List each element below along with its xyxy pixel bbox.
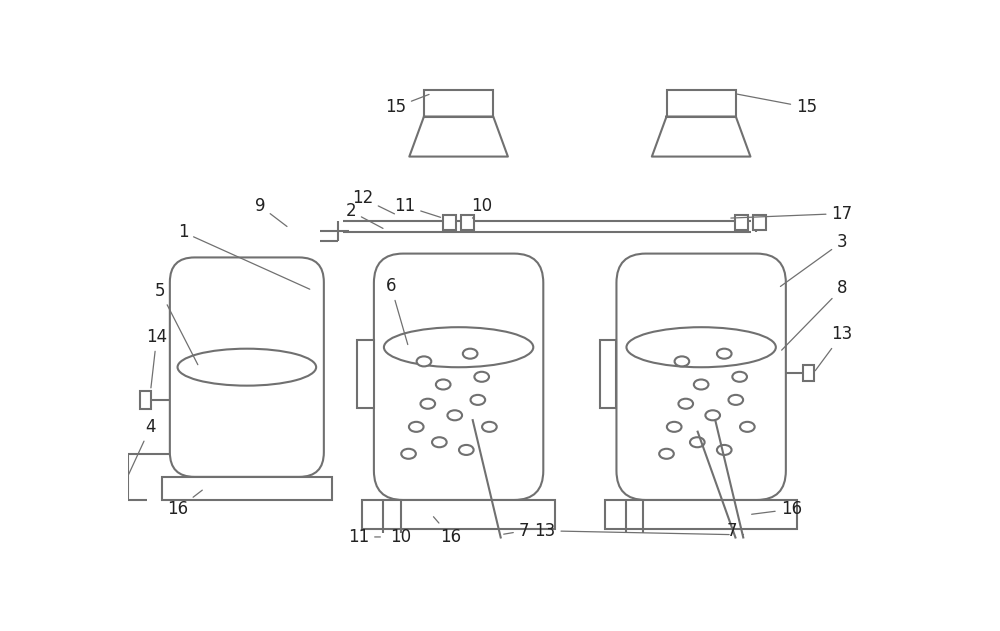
Text: 12: 12 (352, 189, 395, 214)
Text: 13: 13 (534, 522, 729, 540)
Ellipse shape (626, 327, 776, 367)
Bar (600, 340, 616, 408)
Polygon shape (409, 117, 508, 156)
Text: 7: 7 (727, 522, 744, 540)
Ellipse shape (667, 422, 682, 432)
Text: 16: 16 (752, 500, 802, 518)
Bar (735, 215, 748, 230)
Text: 8: 8 (782, 280, 847, 350)
Bar (453, 221, 464, 227)
Ellipse shape (447, 410, 462, 420)
Bar (753, 215, 766, 230)
Ellipse shape (459, 445, 474, 455)
Ellipse shape (471, 395, 485, 405)
Text: 16: 16 (433, 517, 461, 546)
Text: 11: 11 (348, 528, 380, 546)
Text: 3: 3 (780, 233, 847, 286)
Ellipse shape (409, 422, 424, 432)
Bar (140, 391, 151, 409)
Ellipse shape (420, 399, 435, 409)
Bar (424, 90, 493, 117)
Ellipse shape (675, 357, 689, 367)
Ellipse shape (717, 349, 732, 358)
Ellipse shape (417, 357, 431, 367)
Bar (443, 215, 456, 230)
Text: 7: 7 (504, 522, 529, 540)
Polygon shape (652, 117, 750, 156)
Ellipse shape (436, 379, 451, 389)
Ellipse shape (705, 410, 720, 420)
Bar (338, 221, 349, 241)
Bar (362, 500, 555, 529)
Text: 1: 1 (178, 223, 310, 289)
Text: 14: 14 (146, 327, 167, 388)
Ellipse shape (678, 399, 693, 409)
Bar (162, 477, 332, 500)
Bar (803, 365, 814, 380)
Ellipse shape (659, 449, 674, 459)
Text: 15: 15 (385, 95, 429, 116)
Text: 11: 11 (394, 197, 441, 217)
Text: 2: 2 (345, 203, 383, 228)
Text: 6: 6 (386, 277, 408, 345)
Ellipse shape (384, 327, 533, 367)
Ellipse shape (717, 445, 732, 455)
Ellipse shape (474, 372, 489, 382)
FancyBboxPatch shape (616, 254, 786, 500)
Text: 15: 15 (736, 94, 817, 116)
Bar (745, 221, 756, 227)
Text: 13: 13 (815, 326, 853, 370)
Ellipse shape (732, 372, 747, 382)
Ellipse shape (432, 437, 447, 447)
Text: 4: 4 (129, 418, 156, 475)
Bar (461, 215, 474, 230)
Ellipse shape (694, 379, 708, 389)
FancyBboxPatch shape (170, 257, 324, 477)
Ellipse shape (463, 349, 477, 358)
Ellipse shape (740, 422, 755, 432)
Text: 10: 10 (390, 528, 411, 546)
Text: 17: 17 (731, 204, 853, 223)
Ellipse shape (178, 349, 316, 386)
Ellipse shape (482, 422, 497, 432)
Bar (605, 500, 797, 529)
Bar (666, 90, 736, 117)
Ellipse shape (401, 449, 416, 459)
Ellipse shape (690, 437, 705, 447)
Text: 9: 9 (255, 197, 287, 227)
Text: 16: 16 (167, 490, 202, 518)
Bar (343, 221, 751, 232)
FancyBboxPatch shape (374, 254, 543, 500)
Text: 10: 10 (471, 197, 492, 218)
Ellipse shape (728, 395, 743, 405)
Bar (357, 340, 374, 408)
Text: 5: 5 (155, 281, 198, 365)
